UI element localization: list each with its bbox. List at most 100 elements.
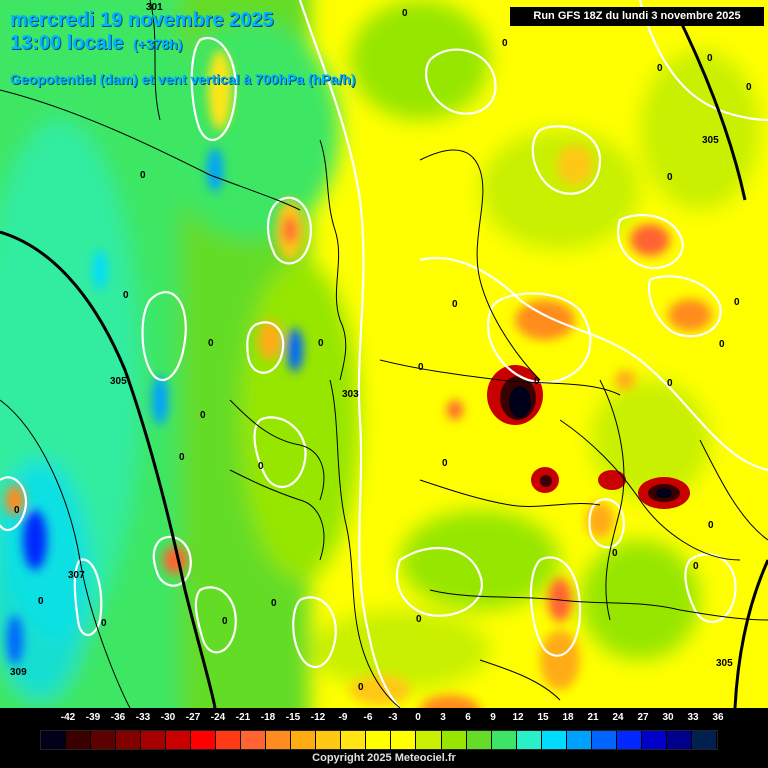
contour-zero-label: 0 [534, 376, 540, 387]
legend-swatch [91, 731, 117, 749]
legend-tick: -42 [60, 712, 76, 723]
legend-swatch [141, 731, 167, 749]
legend-tick: 27 [637, 712, 649, 723]
legend-tick: 6 [465, 712, 471, 723]
contour-zero-label: 0 [657, 63, 663, 74]
isoline-label: 301 [146, 2, 163, 13]
legend-swatch [41, 731, 67, 749]
legend-swatch [341, 731, 367, 749]
legend-tick: 30 [662, 712, 674, 723]
legend-swatch [491, 731, 517, 749]
legend-tick: 24 [612, 712, 624, 723]
contour-zero-label: 0 [734, 297, 740, 308]
contour-zero-label: 0 [707, 53, 713, 64]
contour-zero-label: 0 [222, 616, 228, 627]
legend-tick: -9 [338, 712, 348, 723]
legend-swatch [241, 731, 267, 749]
contour-zero-label: 0 [452, 299, 458, 310]
isoline-label: 305 [702, 135, 719, 146]
legend-swatch [441, 731, 467, 749]
contour-zero-label: 0 [746, 82, 752, 93]
legend-swatch [591, 731, 617, 749]
contour-zero-label: 0 [101, 618, 107, 629]
local-time: 13:00 locale [10, 32, 124, 54]
legend-tick: -18 [260, 712, 276, 723]
contour-zero-label: 0 [708, 520, 714, 531]
isoline-label: 309 [10, 667, 27, 678]
legend-tick: 12 [512, 712, 524, 723]
parameter-title: Geopotentiel (dam) et vent vertical à 70… [10, 71, 356, 87]
time-title: 13:00 locale (+378h) [10, 32, 182, 55]
contour-zero-label: 0 [358, 682, 364, 693]
legend-swatch [291, 731, 317, 749]
legend-tick: -24 [210, 712, 226, 723]
legend-tick: -30 [160, 712, 176, 723]
contour-zero-label: 0 [123, 290, 129, 301]
run-label: Run GFS 18Z du lundi 3 novembre 2025 [510, 7, 764, 26]
isoline-label: 305 [110, 376, 127, 387]
legend-swatch [391, 731, 417, 749]
contour-zero-label: 0 [612, 548, 618, 559]
legend-swatch [166, 731, 192, 749]
legend-swatch [616, 731, 642, 749]
legend-tick: -12 [310, 712, 326, 723]
copyright: Copyright 2025 Meteociel.fr [312, 752, 456, 764]
legend-tick: -39 [85, 712, 101, 723]
legend-tick: 0 [415, 712, 421, 723]
isoline-label: 303 [342, 389, 359, 400]
contour-zero-label: 0 [693, 561, 699, 572]
contour-zero-label: 0 [208, 338, 214, 349]
legend-tick: 15 [537, 712, 549, 723]
legend-tick: -33 [135, 712, 151, 723]
legend-swatch [216, 731, 242, 749]
contour-zero-label: 0 [14, 505, 20, 516]
contour-zero-label: 0 [140, 170, 146, 181]
legend-tick: 9 [490, 712, 496, 723]
map-field [0, 0, 768, 708]
legend-tick: 21 [587, 712, 599, 723]
legend-swatch [66, 731, 92, 749]
legend-swatch [416, 731, 442, 749]
legend-color-bar [40, 730, 718, 750]
legend-swatch [316, 731, 342, 749]
legend-tick: -3 [388, 712, 398, 723]
legend-ticks: -42 -39 -36 -33 -30 -27 -24 -21 -18 -15 … [40, 712, 740, 728]
contour-zero-label: 0 [271, 598, 277, 609]
contour-zero-label: 0 [442, 458, 448, 469]
lead-time: (+378h) [132, 36, 183, 52]
legend-tick: -15 [285, 712, 301, 723]
date-title: mercredi 19 novembre 2025 [10, 9, 274, 31]
contour-zero-label: 0 [418, 362, 424, 373]
contour-zero-label: 0 [38, 596, 44, 607]
contour-zero-label: 0 [179, 452, 185, 463]
contour-zero-label: 0 [719, 339, 725, 350]
legend-swatch [266, 731, 292, 749]
legend-tick: 36 [712, 712, 724, 723]
legend-swatch [116, 731, 142, 749]
isoline-label: 305 [716, 658, 733, 669]
legend-swatch [191, 731, 217, 749]
contour-zero-label: 0 [318, 338, 324, 349]
contour-zero-label: 0 [502, 38, 508, 49]
contour-zero-label: 0 [200, 410, 206, 421]
contour-zero-label: 0 [667, 378, 673, 389]
contour-zero-label: 0 [402, 8, 408, 19]
contour-zero-label: 0 [258, 461, 264, 472]
legend-swatch [641, 731, 667, 749]
legend-swatch [366, 731, 392, 749]
contour-zero-label: 0 [416, 614, 422, 625]
legend-swatch [566, 731, 592, 749]
legend-tick: -36 [110, 712, 126, 723]
legend-swatch [466, 731, 492, 749]
legend-tick: -6 [363, 712, 373, 723]
legend-tick: -27 [185, 712, 201, 723]
legend-swatch [516, 731, 542, 749]
legend-tick: -21 [235, 712, 251, 723]
legend-swatch [666, 731, 692, 749]
legend-tick: 3 [440, 712, 446, 723]
isoline-label: 307 [68, 570, 85, 581]
contour-zero-label: 0 [667, 172, 673, 183]
legend-tick: 33 [687, 712, 699, 723]
legend-tick: 18 [562, 712, 574, 723]
